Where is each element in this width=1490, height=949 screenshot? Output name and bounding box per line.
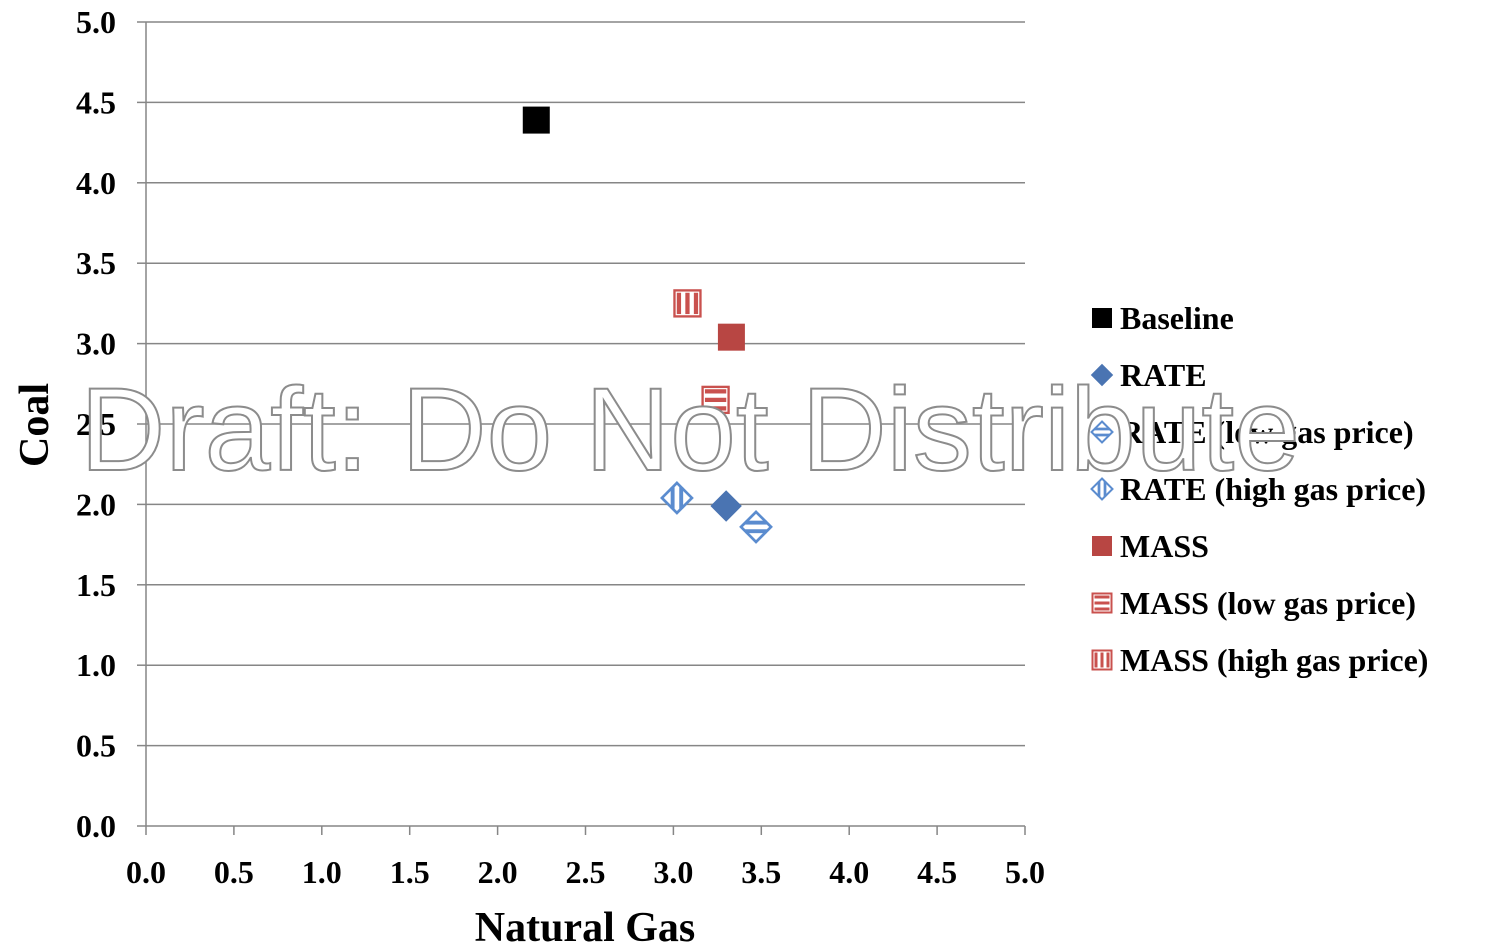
data-points: [522, 106, 773, 544]
y-axis-title: Coal: [12, 383, 58, 467]
data-point-1: [522, 106, 550, 134]
data-point-2: [710, 490, 742, 522]
y-tick-label: 1.0: [76, 647, 116, 683]
y-tick-label: 2.5: [76, 406, 116, 442]
legend-label: Baseline: [1120, 300, 1234, 336]
x-tick-label: 4.5: [917, 854, 957, 890]
legend-label: RATE (high gas price): [1120, 471, 1426, 507]
legend-marker: [1092, 536, 1112, 556]
y-tick-label: 4.5: [76, 84, 116, 120]
legend-label: MASS (high gas price): [1120, 642, 1428, 678]
y-tick-label: 5.0: [76, 4, 116, 40]
x-tick-label: 0.0: [126, 854, 166, 890]
legend-marker: [1090, 363, 1114, 387]
x-tick-label: 5.0: [1005, 854, 1045, 890]
data-point-6: [701, 385, 730, 415]
legend-label: RATE: [1120, 357, 1207, 393]
x-tick-label: 2.5: [566, 854, 606, 890]
y-tick-label: 0.5: [76, 728, 116, 764]
y-tick-label: 0.0: [76, 808, 116, 844]
y-tick-label: 1.5: [76, 567, 116, 603]
legend-marker: [1091, 592, 1113, 614]
data-point-7: [673, 289, 702, 318]
legend-marker: [1092, 308, 1112, 328]
legend-label: RATE (low gas price): [1120, 414, 1414, 450]
x-tick-label: 2.0: [478, 854, 518, 890]
legend: Baseline RATE RATE (low gas price) RATE (hi…: [1090, 300, 1428, 678]
x-tick-label: 1.0: [302, 854, 342, 890]
data-point-4: [660, 481, 694, 515]
legend-label: MASS (low gas price): [1120, 585, 1416, 621]
y-tick-label: 3.0: [76, 326, 116, 362]
legend-marker: [1090, 477, 1114, 501]
legend-marker: [1091, 649, 1113, 671]
legend-label: MASS: [1120, 528, 1209, 564]
x-tick-label: 3.0: [653, 854, 693, 890]
data-point-3: [739, 510, 773, 544]
gridlines: [137, 21, 1025, 827]
axes: [145, 22, 1026, 835]
x-tick-labels: 0.0 0.5 1.0 1.5 2.0 2.5 3.0 3.5 4.0 4.5 5.0: [126, 854, 1045, 890]
x-tick-label: 3.5: [741, 854, 781, 890]
y-tick-labels: 0.0 0.5 1.0 1.5 2.0 2.5 3.0 3.5 4.0 4.5 5.0: [76, 4, 116, 844]
legend-marker: [1090, 420, 1114, 444]
y-tick-label: 3.5: [76, 245, 116, 281]
y-tick-label: 4.0: [76, 165, 116, 201]
x-tick-label: 1.5: [390, 854, 430, 890]
watermark-text: Draft: Do Not Distribute: [80, 364, 1300, 496]
data-point-5: [717, 323, 745, 351]
y-tick-label: 2.0: [76, 486, 116, 522]
x-axis-title: Natural Gas: [475, 905, 696, 949]
x-tick-label: 4.0: [829, 854, 869, 890]
x-tick-label: 0.5: [214, 854, 254, 890]
